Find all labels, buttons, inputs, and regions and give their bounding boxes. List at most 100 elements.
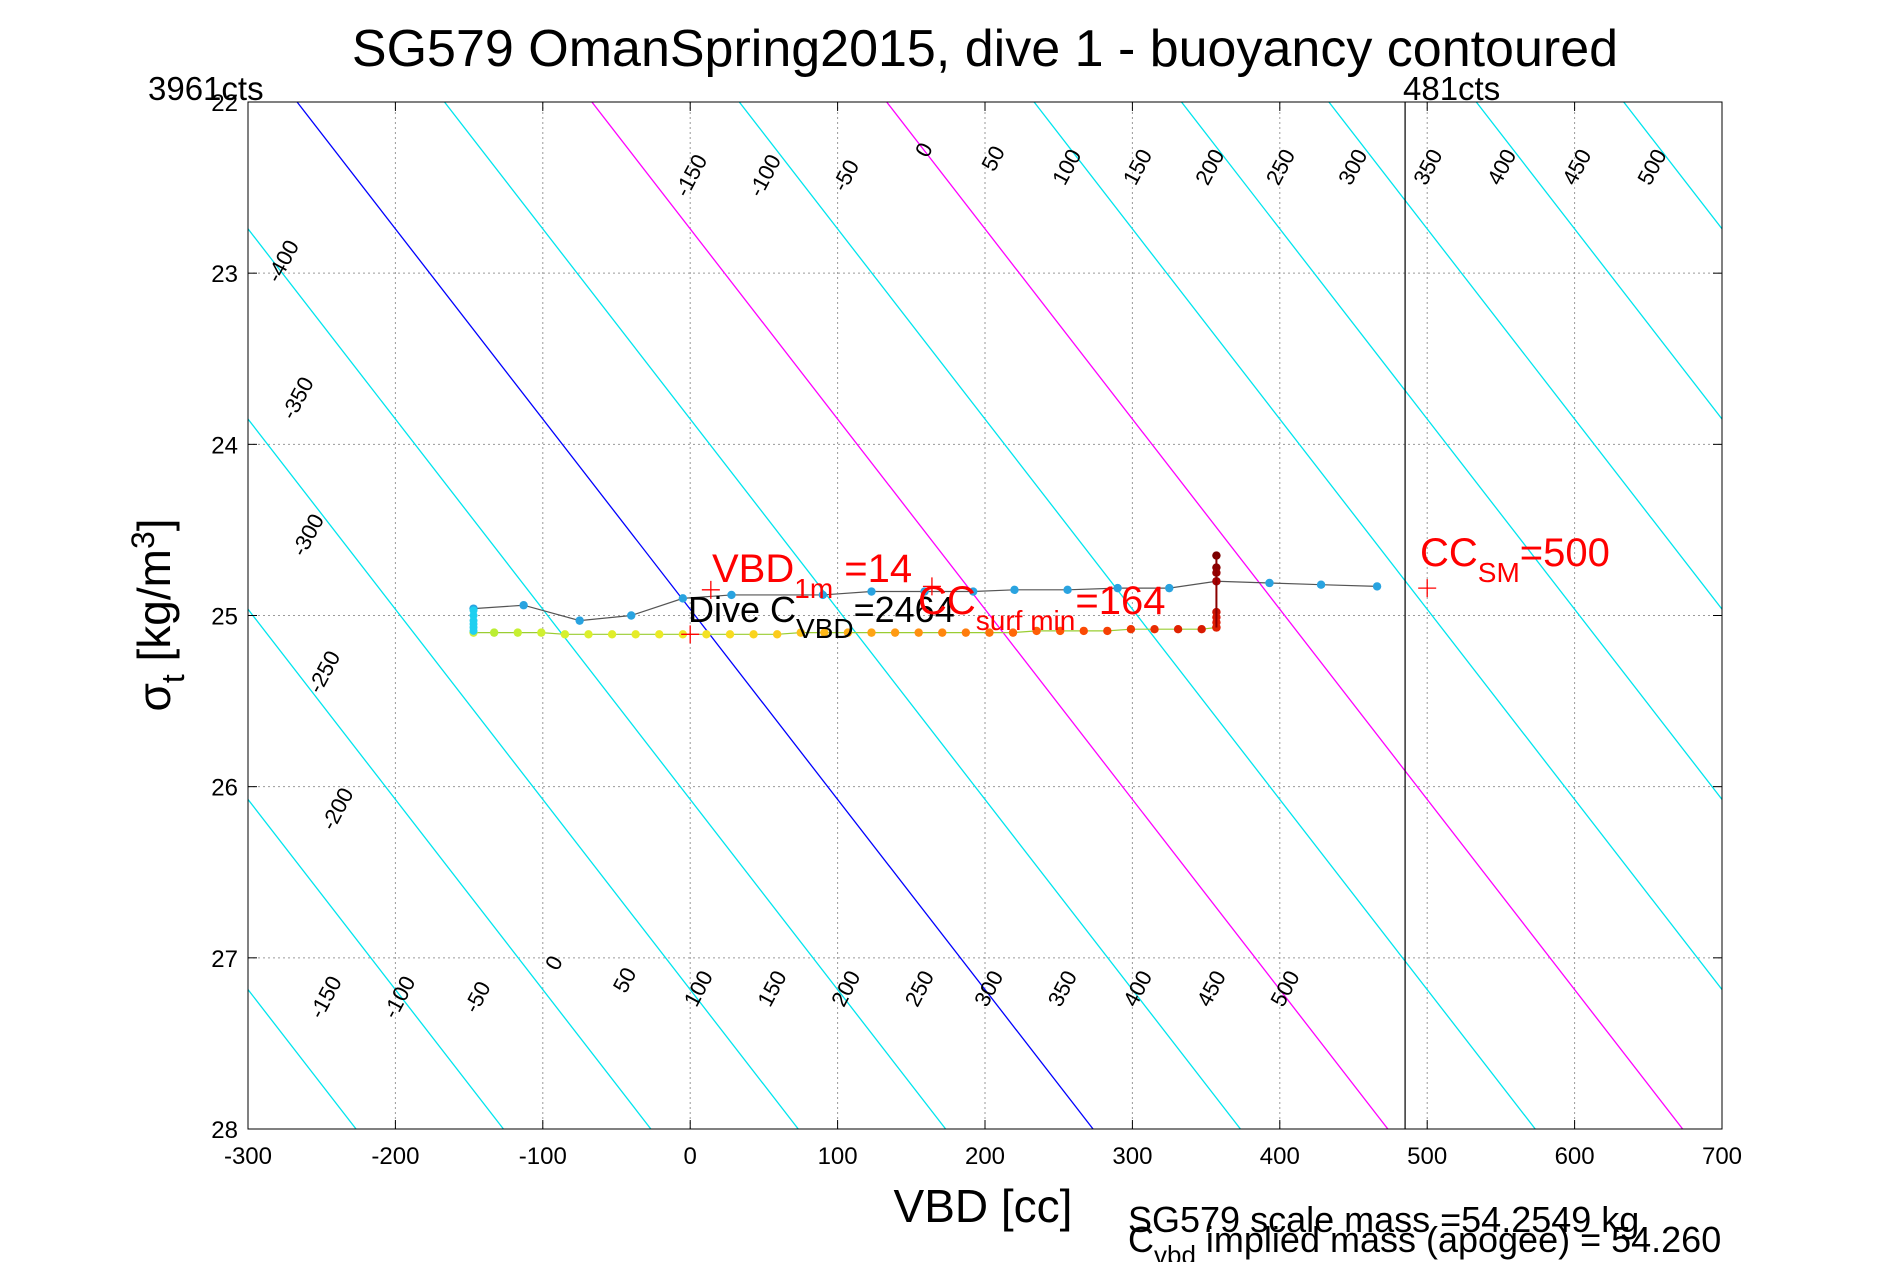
climb-point xyxy=(560,630,570,639)
dive-point xyxy=(1372,582,1382,591)
contour-label: 350 xyxy=(1043,966,1082,1010)
y-tick-label: 24 xyxy=(211,432,238,459)
climb-point xyxy=(890,628,900,637)
contour-label: 250 xyxy=(1261,145,1300,189)
dive-line xyxy=(473,580,1378,622)
dive-point xyxy=(678,594,688,603)
plus-marker xyxy=(701,580,720,599)
climb-point xyxy=(1173,624,1183,634)
climb-point xyxy=(537,628,546,637)
y-tick-label: 22 xyxy=(211,90,238,117)
climb-point xyxy=(1032,626,1041,636)
contour-label: -150 xyxy=(304,972,347,1023)
y-ticks: 22 23 24 25 26 27 28 xyxy=(211,90,1722,1144)
vbd-1m-annotation: VBD1m =14 xyxy=(712,547,912,604)
contour-label: 400 xyxy=(1118,966,1157,1010)
contour-label: 100 xyxy=(1047,145,1086,189)
contour-line xyxy=(886,102,1684,1129)
climb-point xyxy=(772,630,782,639)
cc-surf-annotation: CCsurf min=164 xyxy=(918,579,1165,636)
contour-label: 250 xyxy=(900,966,939,1010)
contour-label: 350 xyxy=(1408,145,1447,189)
x-tick-label: -200 xyxy=(371,1143,419,1170)
plus-marker xyxy=(1418,579,1437,598)
contour-label: 200 xyxy=(826,966,865,1010)
contour-line xyxy=(248,417,799,1129)
contour-label: -350 xyxy=(276,373,319,424)
x-tick-label: -300 xyxy=(224,1143,272,1170)
dive-point xyxy=(1010,585,1019,595)
vbd-1m-sub: 1m xyxy=(794,573,833,604)
climb-point xyxy=(607,630,617,639)
contour-line xyxy=(1180,102,1722,801)
y-tick-label: 28 xyxy=(211,1117,238,1144)
climb-point xyxy=(655,630,664,639)
contour-label: -50 xyxy=(827,156,864,196)
contour-label: -250 xyxy=(303,647,346,698)
contour-label: 0 xyxy=(540,952,568,975)
contour-label: 100 xyxy=(679,966,718,1010)
dive-point xyxy=(1165,583,1174,593)
contour-label: 500 xyxy=(1265,966,1304,1010)
contour-label: 450 xyxy=(1192,966,1231,1010)
dive-c-sub: VBD xyxy=(796,613,854,644)
contour-label: 150 xyxy=(752,966,791,1010)
cc-sm-sub: SM xyxy=(1478,557,1520,588)
svg-text:σt [kg/m3]: σt [kg/m3] xyxy=(125,518,191,711)
contour-label: 50 xyxy=(976,142,1010,175)
contour-label: 50 xyxy=(608,963,642,996)
cc-surf-pre: CC xyxy=(918,579,976,623)
y-tick-label: 27 xyxy=(211,946,238,973)
dive-point xyxy=(519,601,528,610)
dive-c-post: =2464 xyxy=(854,589,955,630)
dive-point xyxy=(818,590,828,600)
contour-line xyxy=(1771,102,1891,1129)
contour-label: 300 xyxy=(969,966,1008,1010)
contour-label: -100 xyxy=(743,150,786,201)
scale-mass-footnote: SG579 scale mass =54.2549 kg xyxy=(1128,1199,1639,1240)
y-axis-label-sub: t xyxy=(155,674,191,683)
vbd-min-label: 3961cts xyxy=(148,70,264,107)
x-axis-label: VBD [cc] xyxy=(894,1180,1073,1232)
contour-line xyxy=(591,102,1389,1129)
y-axis-label-sup: 3 xyxy=(125,531,161,549)
x-tick-label: 100 xyxy=(818,1143,858,1170)
markers xyxy=(681,577,1437,644)
contour-label: -400 xyxy=(261,236,304,287)
buoyancy-contours xyxy=(0,102,1891,1129)
dive-point xyxy=(727,590,736,600)
implied-mass-post: implied mass (apogee) = 54.260 xyxy=(1196,1219,1721,1260)
dive-point xyxy=(969,587,978,596)
climb-point xyxy=(796,628,805,637)
contour-line xyxy=(0,102,61,1129)
y-tick-label: 25 xyxy=(211,604,238,631)
climb-point xyxy=(1055,626,1065,636)
climb-point xyxy=(843,628,853,637)
cc-sm-annotation: CCSM=500 xyxy=(1420,531,1610,588)
contour-label: 200 xyxy=(1190,145,1229,189)
climb-point xyxy=(631,630,640,639)
climb-point xyxy=(914,628,923,637)
plus-marker xyxy=(922,577,941,596)
y-tick-label: 23 xyxy=(211,261,238,288)
y-axis-label-end: ] xyxy=(128,518,180,531)
x-tick-label: 600 xyxy=(1555,1143,1595,1170)
contour-line xyxy=(1475,102,1722,421)
climb-point xyxy=(985,628,994,637)
x-tick-label: 0 xyxy=(684,1143,697,1170)
contour-line xyxy=(1328,102,1722,611)
contour-line xyxy=(443,102,1241,1129)
y-axis-label-rest: [kg/m xyxy=(128,549,180,674)
climb-point xyxy=(1008,628,1018,637)
contour-label: -50 xyxy=(459,977,496,1017)
climb-point xyxy=(938,628,947,637)
x-tick-label: 700 xyxy=(1702,1143,1742,1170)
contour-line xyxy=(248,227,947,1129)
dive-point xyxy=(1113,583,1122,593)
vbd-max-label: 481cts xyxy=(1403,70,1500,107)
contour-line xyxy=(738,102,1536,1129)
climb-point xyxy=(513,628,522,637)
x-ticks: -300 -200 -100 0 100 200 300 400 500 600 700 xyxy=(224,102,1742,1170)
climb-point xyxy=(489,628,499,637)
